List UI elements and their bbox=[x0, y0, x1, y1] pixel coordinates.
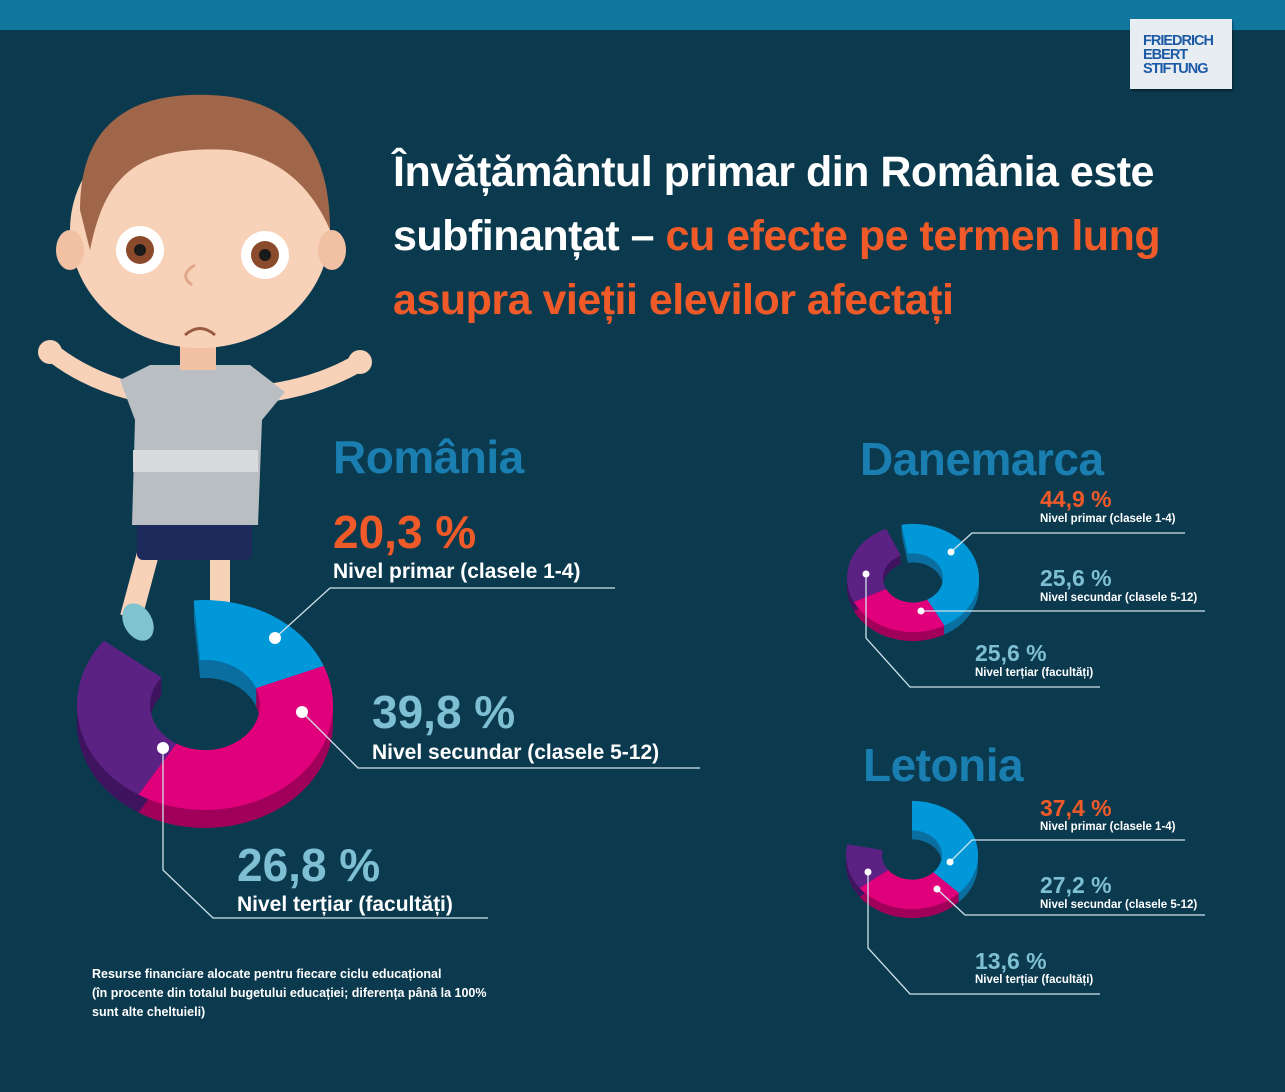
dk-tertiary-value: 25,6 % bbox=[975, 640, 1047, 666]
dk-secondary-value: 25,6 % bbox=[1040, 565, 1112, 591]
title-main: Învățământul primar din România este sub… bbox=[393, 148, 1154, 260]
donut-romania bbox=[77, 600, 333, 828]
slice-latvia-0 bbox=[912, 800, 978, 894]
ro-primary-label: Nivel primar (clasele 1-4) bbox=[333, 560, 581, 583]
ro-tertiary-value: 26,8 % bbox=[237, 839, 381, 891]
country-latvia: Letonia bbox=[863, 739, 1024, 791]
leader-lines bbox=[162, 532, 1205, 995]
footnote: Resurse financiare alocate pentru fiecar… bbox=[92, 965, 487, 1022]
lv-primary-label: Nivel primar (clasele 1-4) bbox=[1040, 821, 1176, 833]
lv-secondary-value: 27,2 % bbox=[1040, 872, 1112, 898]
slice-denmark-2 bbox=[847, 528, 901, 602]
logo-line: EBERT bbox=[1143, 47, 1188, 63]
dk-tertiary-label: Nivel terțiar (facultăți) bbox=[975, 667, 1094, 679]
leader-line-lv-primary bbox=[949, 839, 1185, 863]
slice-romania-1 bbox=[138, 665, 333, 810]
slice-latvia-1 bbox=[859, 869, 959, 910]
logo-line: FRIEDRICH bbox=[1143, 33, 1214, 49]
boy-illustration bbox=[38, 94, 372, 641]
leader-line-ro-tertiary bbox=[162, 748, 488, 919]
lv-tertiary-value: 13,6 % bbox=[975, 948, 1047, 974]
leader-line-ro-secondary bbox=[301, 711, 700, 769]
page-title: Învățământul primar din România este sub… bbox=[393, 140, 1253, 332]
dot bbox=[933, 885, 941, 893]
dk-secondary-label: Nivel secundar (clasele 5-12) bbox=[1040, 592, 1198, 604]
footnote-line: Resurse financiare alocate pentru fiecar… bbox=[92, 967, 442, 981]
ro-secondary-value: 39,8 % bbox=[372, 686, 516, 738]
logo-line: STIFTUNG bbox=[1143, 61, 1208, 77]
footnote-line: (în procente din totalul bugetului educa… bbox=[92, 986, 487, 1000]
dot bbox=[862, 570, 870, 578]
slice-denmark-1 bbox=[853, 588, 945, 633]
slice-latvia-2 bbox=[846, 844, 889, 888]
slice-romania-0 bbox=[193, 600, 324, 689]
leader-line-ro-primary bbox=[274, 587, 615, 639]
slice-romania-2 bbox=[77, 640, 177, 795]
lv-primary-value: 37,4 % bbox=[1040, 795, 1112, 821]
leader-line-dk-primary bbox=[950, 532, 1185, 553]
dot bbox=[946, 858, 954, 866]
title-highlight: cu efecte pe termen lung asupra vieții e… bbox=[393, 212, 1161, 324]
donut-denmark bbox=[847, 523, 979, 642]
leader-line-lv-secondary bbox=[936, 888, 1205, 916]
ro-tertiary-label: Nivel terțiar (facultăți) bbox=[237, 893, 453, 916]
top-bar bbox=[0, 0, 1285, 30]
ro-primary-value: 20,3 % bbox=[333, 506, 477, 558]
lv-tertiary-label: Nivel terțiar (facultăți) bbox=[975, 974, 1094, 986]
lv-secondary-label: Nivel secundar (clasele 5-12) bbox=[1040, 899, 1198, 911]
dot bbox=[269, 632, 281, 644]
dot bbox=[917, 607, 925, 615]
country-denmark: Danemarca bbox=[860, 433, 1104, 485]
fes-logo: FRIEDRICH EBERT STIFTUNG bbox=[1130, 19, 1232, 89]
leader-line-dk-tertiary bbox=[865, 574, 1100, 688]
ro-secondary-label: Nivel secundar (clasele 5-12) bbox=[372, 741, 660, 764]
leader-line-lv-tertiary bbox=[867, 872, 1100, 995]
slice-denmark-0 bbox=[901, 523, 979, 626]
dot bbox=[157, 742, 169, 754]
country-romania: România bbox=[333, 431, 524, 483]
dk-primary-label: Nivel primar (clasele 1-4) bbox=[1040, 513, 1176, 525]
dk-primary-value: 44,9 % bbox=[1040, 486, 1112, 512]
dot bbox=[296, 706, 308, 718]
dot bbox=[864, 868, 872, 876]
dot bbox=[947, 548, 955, 556]
footnote-line: sunt alte cheltuieli) bbox=[92, 1005, 206, 1019]
donut-latvia bbox=[846, 800, 978, 919]
